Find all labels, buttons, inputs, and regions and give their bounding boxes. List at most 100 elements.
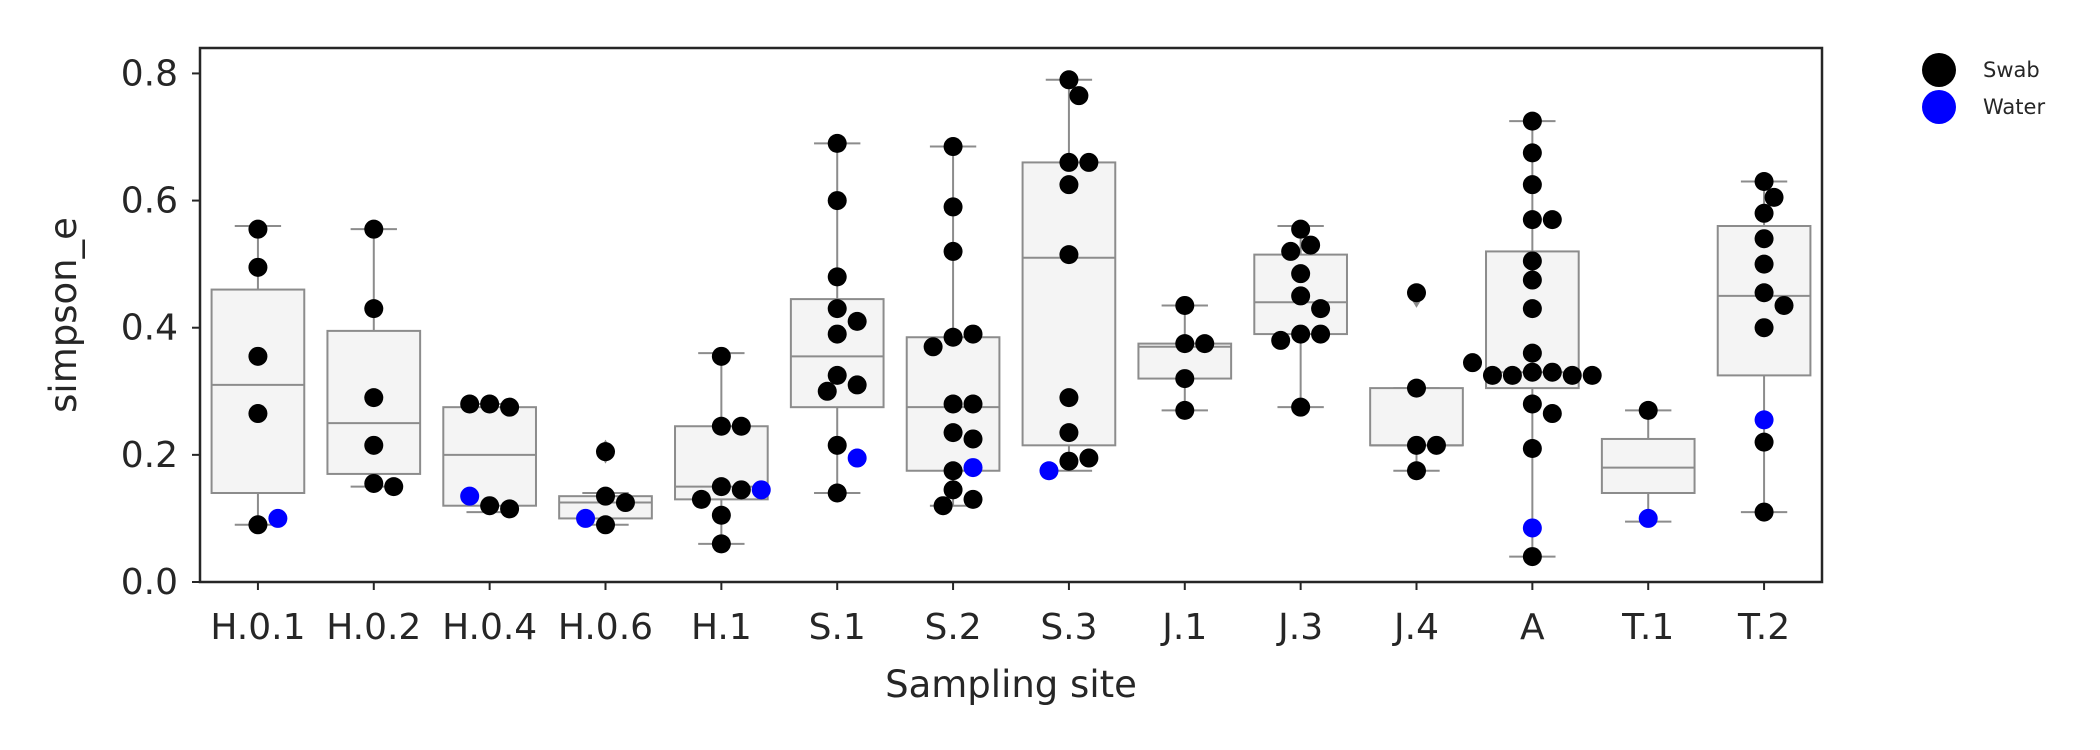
y-tick-label: 0.8	[121, 53, 178, 94]
point-swab-s-2	[943, 137, 963, 157]
point-swab-t-2	[1754, 172, 1774, 191]
point-swab-s-2	[943, 197, 963, 217]
point-swab-s-2	[923, 337, 943, 357]
x-tick-label-h-0-2: H.0.2	[326, 607, 421, 648]
point-swab-t-1	[1638, 400, 1658, 420]
point-swab-s-1	[827, 191, 847, 211]
point-swab-a	[1522, 251, 1542, 271]
point-swab-a	[1522, 394, 1542, 414]
point-swab-j-3	[1291, 264, 1311, 284]
point-swab-h-0-1	[248, 515, 268, 535]
point-swab-t-2	[1764, 187, 1784, 207]
point-swab-s-3	[1059, 423, 1079, 443]
point-swab-s-3	[1059, 175, 1079, 195]
point-swab-s-1	[847, 375, 867, 395]
point-water-h-0-1	[268, 508, 288, 528]
point-swab-h-1	[711, 477, 731, 497]
box-h-0-1	[210, 225, 306, 526]
point-swab-h-1	[731, 480, 751, 500]
point-swab-j-4	[1407, 283, 1426, 303]
point-swab-s-3	[1059, 451, 1079, 471]
x-tick-label-t-2: T.2	[1737, 607, 1790, 648]
point-swab-h-0-1	[248, 346, 268, 366]
point-water-a	[1522, 518, 1542, 538]
point-swab-s-1	[827, 324, 847, 344]
point-swab-s-2	[963, 429, 983, 449]
point-swab-t-2	[1774, 295, 1794, 315]
point-swab-j-1	[1175, 295, 1195, 315]
box-iqr	[1369, 387, 1464, 447]
point-swab-s-1	[827, 483, 847, 503]
box-h-0-4	[442, 403, 537, 514]
point-swab-t-2	[1754, 283, 1774, 303]
x-tick-label-s-1: S.1	[809, 607, 866, 648]
point-swab-h-1	[711, 534, 731, 554]
point-swab-t-2	[1754, 502, 1774, 522]
x-tick-label-a: A	[1520, 607, 1545, 648]
point-swab-a	[1482, 365, 1502, 385]
y-axis-ticks: 0.0 0.2 0.4 0.6 0.8	[121, 53, 200, 603]
box-s-1	[789, 142, 885, 494]
point-swab-s-3	[1059, 388, 1079, 408]
point-water-h-0-6	[576, 508, 596, 528]
point-swab-a	[1562, 365, 1582, 385]
point-swab-s-1	[827, 365, 847, 385]
y-tick-label: 0.0	[121, 562, 178, 603]
x-tick-label-t-1: T.1	[1621, 607, 1674, 648]
point-swab-j-3	[1271, 330, 1291, 350]
x-tick-label-j-4: J.4	[1392, 607, 1439, 648]
point-swab-a	[1522, 299, 1542, 319]
box-iqr	[210, 288, 306, 495]
point-swab-t-2	[1754, 203, 1774, 223]
point-swab-s-3	[1059, 70, 1079, 90]
point-swab-h-1	[711, 346, 731, 366]
point-swab-j-4	[1407, 378, 1426, 398]
x-tick-label-s-2: S.2	[924, 607, 981, 648]
point-swab-h-0-1	[248, 257, 268, 277]
point-swab-t-2	[1754, 432, 1774, 452]
point-water-t-1	[1638, 508, 1658, 528]
point-swab-s-2	[963, 324, 983, 344]
point-water-h-1	[751, 480, 771, 500]
point-swab-t-2	[1754, 254, 1774, 274]
point-swab-s-2	[943, 394, 963, 414]
point-swab-j-4	[1426, 435, 1446, 455]
point-swab-j-3	[1291, 286, 1311, 306]
legend-item-water: Water	[1922, 90, 2045, 124]
point-swab-h-1	[691, 489, 711, 509]
point-swab-s-1	[827, 299, 847, 319]
point-water-s-3	[1039, 461, 1059, 481]
point-swab-s-2	[943, 327, 963, 347]
point-swab-a	[1522, 362, 1542, 382]
x-tick-label-h-0-1: H.0.1	[210, 607, 305, 648]
point-swab-j-3	[1311, 324, 1331, 344]
point-swab-a	[1522, 547, 1542, 567]
point-swab-j-4	[1407, 435, 1426, 455]
point-swab-h-0-2	[364, 219, 384, 239]
x-tick-label-s-3: S.3	[1040, 607, 1097, 648]
point-swab-s-2	[943, 423, 963, 443]
point-swab-s-2	[943, 241, 963, 261]
point-swab-h-0-6	[596, 442, 615, 462]
point-swab-h-0-2	[364, 299, 384, 319]
point-swab-a	[1522, 210, 1542, 230]
point-swab-h-0-1	[248, 404, 268, 424]
legend-marker-water	[1922, 90, 1956, 124]
point-swab-j-3	[1281, 241, 1301, 261]
point-swab-s-3	[1059, 152, 1079, 172]
legend-item-swab: Swab	[1922, 53, 2040, 87]
point-swab-a	[1542, 362, 1562, 382]
legend-label-swab: Swab	[1983, 58, 2040, 82]
point-swab-a	[1522, 111, 1542, 131]
point-swab-h-0-6	[596, 515, 615, 535]
point-swab-a	[1522, 175, 1542, 195]
y-axis-title: simpson_e	[42, 217, 85, 413]
y-tick-label: 0.6	[121, 181, 178, 222]
point-swab-a	[1502, 365, 1522, 385]
point-swab-h-0-1	[248, 219, 268, 239]
point-swab-a	[1522, 439, 1542, 458]
point-swab-j-4	[1407, 461, 1426, 481]
point-swab-s-3	[1059, 245, 1079, 265]
point-swab-h-1	[711, 416, 731, 436]
